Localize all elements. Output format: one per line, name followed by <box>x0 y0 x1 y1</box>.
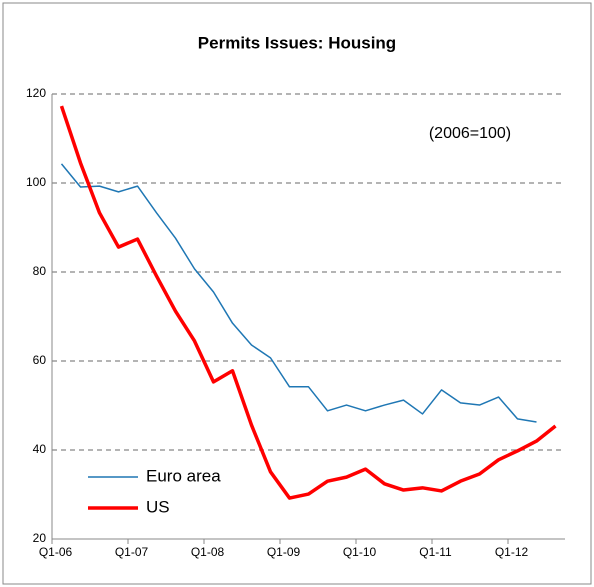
annotation: (2006=100) <box>429 125 511 142</box>
x-tick-label: Q1-08 <box>191 545 225 559</box>
y-tick-label: 120 <box>26 86 46 100</box>
y-tick-label: 80 <box>33 264 47 278</box>
legend-label: Euro area <box>146 466 221 485</box>
x-tick-label: Q1-11 <box>419 545 452 559</box>
series-line <box>60 163 537 423</box>
y-tick-label: 20 <box>33 531 47 545</box>
chart-title: Permits Issues: Housing <box>198 33 396 52</box>
y-tick-label: 60 <box>33 353 47 367</box>
y-tick-label: 100 <box>26 175 46 189</box>
series-line <box>59 105 557 500</box>
x-tick-label: Q1-10 <box>343 545 377 559</box>
x-tick-label: Q1-07 <box>115 545 149 559</box>
x-tick-label: Q1-12 <box>495 545 529 559</box>
y-tick-label: 40 <box>33 442 47 456</box>
legend-label: US <box>146 497 170 516</box>
x-tick-label: Q1-09 <box>267 545 301 559</box>
x-tick-label: Q1-06 <box>39 545 73 559</box>
